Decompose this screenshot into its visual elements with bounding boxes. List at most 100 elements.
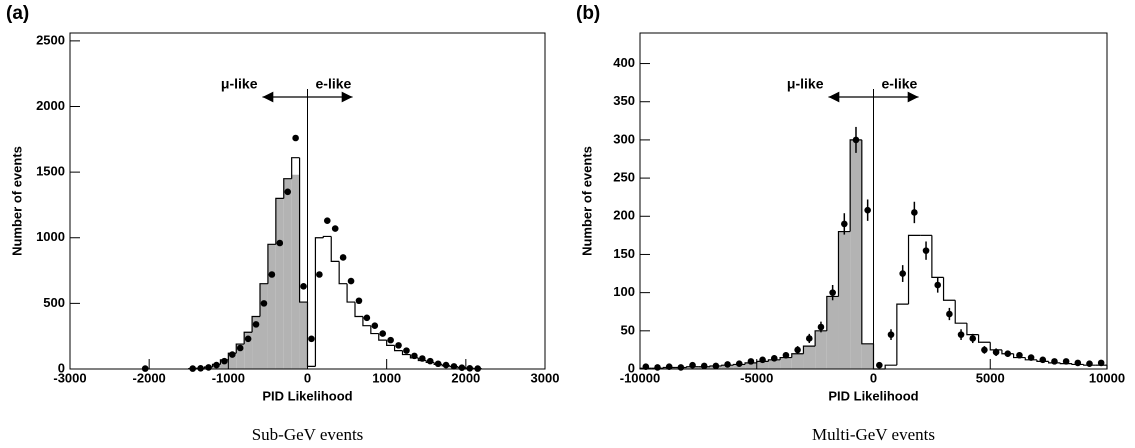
data-point: [300, 283, 307, 290]
data-point: [887, 331, 895, 338]
data-point: [450, 363, 458, 370]
data-point: [403, 347, 410, 354]
data-point: [355, 297, 363, 305]
data-point: [1016, 351, 1023, 359]
hist-step: [826, 295, 839, 331]
hist-step: [338, 261, 348, 285]
hist-step: [896, 303, 909, 366]
hist-step: [814, 330, 827, 347]
data-point: [899, 270, 906, 277]
hist-step: [306, 302, 316, 367]
data-point: [442, 361, 450, 369]
x-tick-label: 10000: [1089, 370, 1125, 385]
hist-step: [354, 302, 363, 318]
hist-step: [977, 334, 991, 343]
hist-step: [393, 345, 403, 352]
hist-fill-bar: [275, 198, 284, 369]
data-point: [911, 209, 918, 216]
hist-fill-bar: [745, 362, 757, 369]
hist-fill-bar: [244, 332, 253, 369]
data-point: [323, 217, 331, 224]
data-point: [665, 363, 673, 371]
hist-fill-bar: [780, 357, 792, 369]
hist-step: [942, 277, 956, 301]
data-point: [934, 281, 942, 289]
hist-step: [401, 350, 411, 356]
data-point: [236, 344, 244, 352]
x-tick-label: -2000: [133, 370, 166, 385]
hist-fill-bar: [283, 178, 292, 369]
x-tick-label: 3000: [531, 370, 560, 385]
data-point: [1051, 358, 1058, 365]
hist-fill-bar: [228, 353, 237, 369]
x-tick-label: 0: [304, 370, 311, 385]
caption: Multi-GeV events: [812, 425, 935, 444]
data-point: [260, 300, 268, 307]
y-tick-label: 500: [43, 295, 65, 310]
data-point: [957, 331, 965, 338]
data-point: [292, 134, 299, 142]
x-tick-label: 1000: [372, 370, 401, 385]
hist-fill-bar: [267, 244, 276, 369]
hist-fill-bar: [838, 231, 851, 369]
hist-fill-bar: [252, 316, 260, 369]
data-point: [1004, 350, 1012, 358]
x-tick-label: 0: [870, 370, 877, 385]
annotation: μ-like: [787, 76, 824, 92]
data-point: [347, 277, 355, 285]
data-point: [244, 335, 252, 343]
data-point: [969, 335, 977, 342]
data-point: [213, 361, 220, 369]
data-point: [794, 346, 801, 354]
data-point: [829, 289, 836, 296]
hist-step: [966, 323, 979, 336]
x-tick-label: -3000: [53, 370, 86, 385]
data-point: [689, 361, 696, 369]
data-point: [418, 355, 426, 362]
hist-step: [791, 353, 804, 358]
data-point: [221, 357, 228, 365]
y-tick-label: 200: [613, 208, 635, 223]
data-point: [363, 314, 371, 322]
hist-step: [954, 300, 967, 324]
hist-step: [291, 157, 300, 179]
hist-step: [362, 316, 371, 327]
data-point: [1086, 360, 1093, 367]
data-point: [677, 364, 685, 371]
y-tick-label: 100: [613, 284, 635, 299]
data-point: [922, 247, 930, 254]
data-point: [864, 206, 871, 214]
y-tick-label: 150: [613, 246, 635, 261]
hist-fill-bar: [861, 343, 874, 369]
hist-fill-bar: [791, 353, 804, 369]
y-tick-label: 400: [613, 55, 635, 70]
y-tick-label: 2500: [36, 32, 65, 47]
data-point: [339, 254, 347, 261]
data-point: [1097, 359, 1105, 367]
data-point: [331, 225, 339, 232]
y-tick-label: 0: [628, 360, 635, 375]
data-point: [747, 358, 755, 365]
hist-fill-bar: [291, 174, 300, 369]
hist-step: [370, 325, 379, 335]
data-point: [700, 362, 708, 370]
data-point: [395, 342, 402, 349]
hist-step: [267, 243, 276, 284]
x-tick-label: -1000: [212, 370, 245, 385]
data-point: [724, 361, 731, 368]
hist-step: [251, 315, 260, 333]
data-point: [852, 136, 860, 144]
annotation: e-like: [316, 76, 352, 92]
data-point: [876, 361, 883, 369]
data-point: [426, 357, 434, 365]
data-point: [805, 335, 813, 342]
data-point: [992, 348, 1000, 356]
hist-step: [884, 364, 897, 369]
hist-fill-bar: [768, 359, 781, 369]
data-point: [770, 355, 778, 362]
y-tick-label: 350: [613, 93, 635, 108]
hist-step: [802, 345, 816, 354]
y-axis-label: Number of events: [9, 146, 24, 256]
data-point: [466, 365, 474, 372]
hist-fill-bar: [236, 344, 245, 369]
